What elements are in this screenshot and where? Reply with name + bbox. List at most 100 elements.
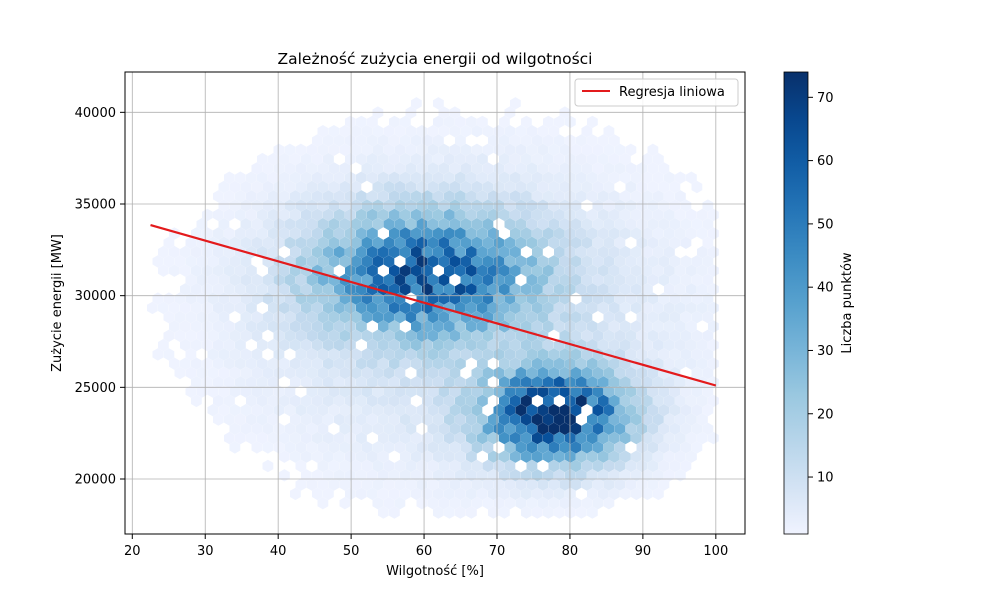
hexbin-cell [598, 190, 609, 203]
hexbin-cell [587, 394, 598, 408]
hexbin-cell [235, 301, 246, 315]
hexbin-cell [466, 413, 477, 426]
hexbin-cell [559, 162, 571, 175]
hexbin-cell [697, 283, 708, 296]
hexbin-cell [268, 264, 279, 277]
hexbin-cell [224, 301, 235, 315]
hexbin-cell [284, 366, 296, 380]
hexbin-cell [334, 338, 345, 352]
hexbin-cell [433, 134, 444, 147]
hexbin-cell [636, 255, 648, 268]
colorbar-tick-label: 10 [817, 471, 834, 486]
hexbin-cell [317, 218, 329, 231]
hexbin-cell [642, 413, 653, 426]
hexbin-cell [625, 180, 637, 194]
hexbin-cell [686, 264, 697, 277]
hexbin-cell [499, 208, 510, 222]
hexbin-cell [400, 171, 411, 184]
hexbin-cell [455, 357, 466, 370]
x-tick-label: 30 [197, 544, 214, 559]
hexbin-cell [680, 199, 692, 212]
hexbin-cell [268, 320, 279, 333]
hexbin-cell [361, 441, 373, 454]
hexbin-cell [185, 385, 197, 398]
hexbin-cell [471, 404, 483, 417]
hexbin-cell [405, 236, 417, 249]
hexbin-cell [603, 404, 615, 417]
hexbin-cell [400, 134, 411, 147]
hexbin-cell [323, 357, 334, 370]
hexbin-cell [312, 283, 323, 296]
hexbin-cell [301, 450, 312, 463]
hexbin-cell [581, 366, 593, 380]
hexbin-cell [257, 208, 268, 222]
hexbin-cell [466, 338, 477, 352]
hexbin-cell [411, 283, 422, 296]
hexbin-cell [477, 338, 488, 352]
hexbin-cell [356, 431, 367, 445]
hexbin-cell [361, 125, 373, 138]
hexbin-cell [598, 227, 609, 240]
hexbin-cell [345, 227, 356, 240]
hexbin-cell [620, 413, 631, 426]
hexbin-cell [625, 199, 637, 212]
hexbin-cell [224, 283, 235, 296]
hexbin-cell [592, 255, 604, 268]
hexbin-cell [378, 152, 389, 166]
hexbin-cell [565, 431, 576, 445]
hexbin-cell [306, 348, 318, 361]
hexbin-cell [460, 404, 472, 417]
hexbin-cell [554, 283, 565, 296]
hexbin-cell [328, 478, 340, 491]
hexbin-cell [361, 348, 373, 361]
hexbin-cell [422, 469, 433, 482]
hexbin-cell [350, 180, 362, 194]
hexbin-cell [669, 441, 681, 454]
hexbin-cell [235, 320, 246, 333]
hexbin-cell [405, 125, 417, 138]
hexbin-cell [565, 357, 576, 370]
hexbin-cell [570, 422, 582, 435]
hexbin-cell [455, 469, 466, 482]
hexbin-cell [664, 431, 675, 445]
hexbin-cell [350, 218, 362, 231]
hexbin-cell [334, 301, 345, 315]
hexbin-cell [477, 431, 488, 445]
hexbin-cell [345, 134, 356, 147]
hexbin-cell [592, 385, 604, 398]
hexbin-cell [180, 264, 191, 277]
hexbin-cell [686, 431, 697, 445]
hexbin-cell [383, 366, 395, 380]
hexbin-cell [543, 283, 554, 296]
hexbin-cell [675, 357, 686, 370]
hexbin-cell [411, 450, 422, 463]
hexbin-cell [449, 255, 461, 268]
hexbin-cell [328, 441, 340, 454]
hexbin-cell [488, 338, 499, 352]
hexbin-cell [609, 190, 620, 203]
hexbin-cell [279, 469, 290, 482]
hexbin-cell [268, 208, 279, 222]
hexbin-cell [620, 338, 631, 352]
hexbin-cell [235, 171, 246, 184]
hexbin-cell [499, 283, 510, 296]
hexbin-cell [543, 227, 554, 240]
hexbin-cell [301, 357, 312, 370]
hexbin-cell [658, 329, 670, 342]
hexbin-cell [339, 478, 351, 491]
hexbin-cell [378, 338, 389, 352]
hexbin-cell [372, 366, 384, 380]
hexbin-cell [570, 329, 582, 342]
hexbin-cell [515, 236, 527, 249]
hexbin-cell [438, 385, 450, 398]
hexbin-cell [609, 357, 620, 370]
hexbin-cell [499, 431, 510, 445]
hexbin-cell [664, 245, 675, 259]
hexbin-cell [603, 236, 615, 249]
hexbin-cell [169, 301, 180, 315]
hexbin-cell [361, 366, 373, 380]
hexbin-cell [625, 218, 637, 231]
hexbin-cell [653, 487, 664, 501]
hexbin-cell [565, 413, 576, 426]
hexbin-cell [609, 413, 620, 426]
